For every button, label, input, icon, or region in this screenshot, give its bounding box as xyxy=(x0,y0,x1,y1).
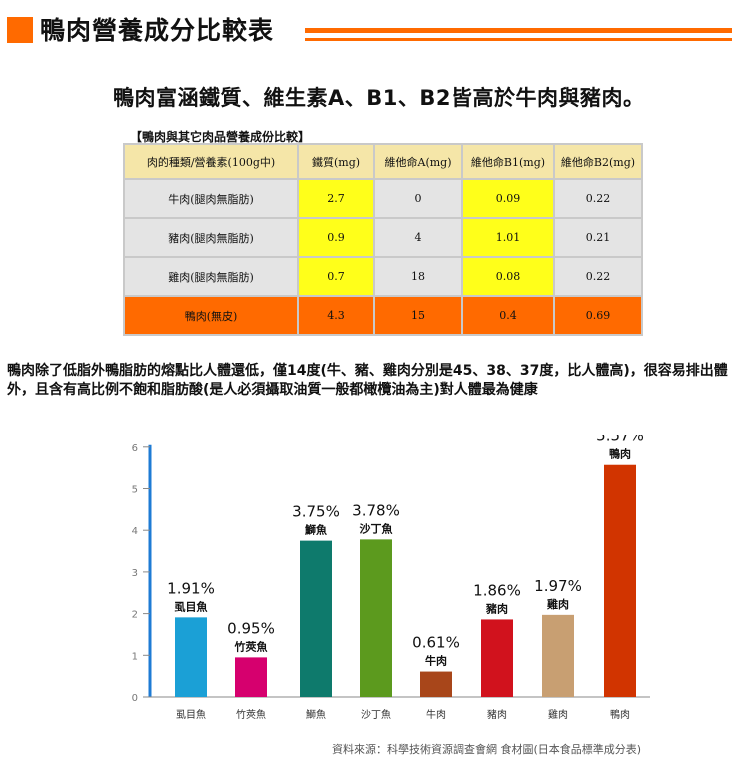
x-tick-label: 牛肉 xyxy=(426,708,446,721)
table-cell: 0.69 xyxy=(553,295,643,336)
table-header-row: 肉的種類/營養素(100g中) 鐵質(mg) 維他命A(mg) 維他命B1(mg… xyxy=(123,143,643,180)
header-divider-thick xyxy=(305,28,732,33)
x-tick-label: 虱目魚 xyxy=(176,708,206,721)
column-header: 維他命B2(mg) xyxy=(553,143,643,180)
row-label: 鴨肉(無皮) xyxy=(123,295,299,336)
column-header: 肉的種類/營養素(100g中) xyxy=(123,143,299,180)
bar-category-label: 雞肉 xyxy=(546,597,569,611)
data-label: 3.75% xyxy=(292,503,340,521)
y-tick-label: 1 xyxy=(132,651,138,662)
y-tick-label: 2 xyxy=(132,610,138,621)
fat-ratio-bar-chart: 0123456虱目魚1.91%虱目魚竹莢魚0.95%竹莢魚鰤魚3.75%鰤魚沙丁… xyxy=(132,435,650,721)
y-tick-label: 5 xyxy=(132,485,138,496)
bar xyxy=(300,540,332,697)
data-label: 1.91% xyxy=(167,579,215,597)
bar-category-label: 虱目魚 xyxy=(175,599,208,613)
y-tick-label: 0 xyxy=(132,693,138,704)
x-tick-label: 沙丁魚 xyxy=(361,708,391,721)
bar xyxy=(235,657,267,697)
bar xyxy=(481,619,513,697)
header-square-icon xyxy=(7,17,33,43)
table-row: 豬肉(腿肉無脂肪) 0.9 4 1.01 0.21 xyxy=(123,217,643,258)
bar xyxy=(604,464,636,697)
header-divider-thin xyxy=(305,38,732,41)
y-tick-label: 6 xyxy=(132,443,138,454)
data-label: 1.97% xyxy=(534,577,582,595)
row-label: 牛肉(腿肉無脂肪) xyxy=(123,178,299,219)
table-cell: 0.9 xyxy=(297,217,375,258)
column-header: 鐵質(mg) xyxy=(297,143,375,180)
table-cell: 15 xyxy=(373,295,463,336)
data-label: 0.95% xyxy=(227,619,275,637)
table-cell: 0.21 xyxy=(553,217,643,258)
table-cell: 0 xyxy=(373,178,463,219)
row-label: 雞肉(腿肉無脂肪) xyxy=(123,256,299,297)
column-header: 維他命B1(mg) xyxy=(461,143,555,180)
nutrition-table: 肉的種類/營養素(100g中) 鐵質(mg) 維他命A(mg) 維他命B1(mg… xyxy=(123,143,643,336)
bar-category-label: 鴨肉 xyxy=(609,447,631,461)
page-header: 鴨肉營養成分比較表 xyxy=(0,0,740,60)
bar xyxy=(420,671,452,697)
x-tick-label: 雞肉 xyxy=(548,708,568,721)
x-tick-label: 竹莢魚 xyxy=(236,708,266,721)
x-tick-label: 鰤魚 xyxy=(306,708,326,721)
bar xyxy=(175,617,207,697)
table-cell: 2.7 xyxy=(297,178,375,219)
table-row: 牛肉(腿肉無脂肪) 2.7 0 0.09 0.22 xyxy=(123,178,643,219)
data-label: 1.86% xyxy=(473,581,521,599)
table-cell: 1.01 xyxy=(461,217,555,258)
bar-category-label: 牛肉 xyxy=(425,654,447,668)
table-cell: 0.4 xyxy=(461,295,555,336)
description-paragraph: 鴨肉除了低脂外鴨脂肪的熔點比人體還低，僅14度(牛、豬、雞肉分別是45、38、3… xyxy=(7,363,728,398)
table-cell: 4.3 xyxy=(297,295,375,336)
bar-category-label: 鰤魚 xyxy=(305,523,327,537)
table-row-duck: 鴨肉(無皮) 4.3 15 0.4 0.69 xyxy=(123,295,643,336)
table-cell: 4 xyxy=(373,217,463,258)
table-cell: 0.22 xyxy=(553,256,643,297)
source-note: 資料來源：科學技術資源調查會網 食材圖(日本食品標準成分表) xyxy=(332,743,642,756)
x-tick-label: 鴨肉 xyxy=(610,708,630,721)
table-cell: 0.22 xyxy=(553,178,643,219)
bar-category-label: 竹莢魚 xyxy=(234,639,268,653)
x-tick-label: 豬肉 xyxy=(487,708,507,721)
table-caption: 【鴨肉與其它肉品營養成份比較】 xyxy=(130,130,311,144)
data-label: 5.57% xyxy=(596,435,644,445)
table-cell: 18 xyxy=(373,256,463,297)
row-label: 豬肉(腿肉無脂肪) xyxy=(123,217,299,258)
table-row: 雞肉(腿肉無脂肪) 0.7 18 0.08 0.22 xyxy=(123,256,643,297)
page-title: 鴨肉營養成分比較表 xyxy=(40,16,275,45)
bar xyxy=(542,614,574,697)
y-tick-label: 4 xyxy=(132,526,138,537)
bar-category-label: 豬肉 xyxy=(485,601,508,615)
table-cell: 0.7 xyxy=(297,256,375,297)
y-tick-label: 3 xyxy=(132,568,138,579)
table-cell: 0.09 xyxy=(461,178,555,219)
headline: 鴨肉富涵鐵質、維生素A、B1、B2皆高於牛肉與豬肉。 xyxy=(113,86,645,110)
column-header: 維他命A(mg) xyxy=(373,143,463,180)
bar xyxy=(360,539,392,697)
table-cell: 0.08 xyxy=(461,256,555,297)
data-label: 3.78% xyxy=(352,501,400,519)
data-label: 0.61% xyxy=(412,634,460,652)
bar-category-label: 沙丁魚 xyxy=(360,521,393,535)
